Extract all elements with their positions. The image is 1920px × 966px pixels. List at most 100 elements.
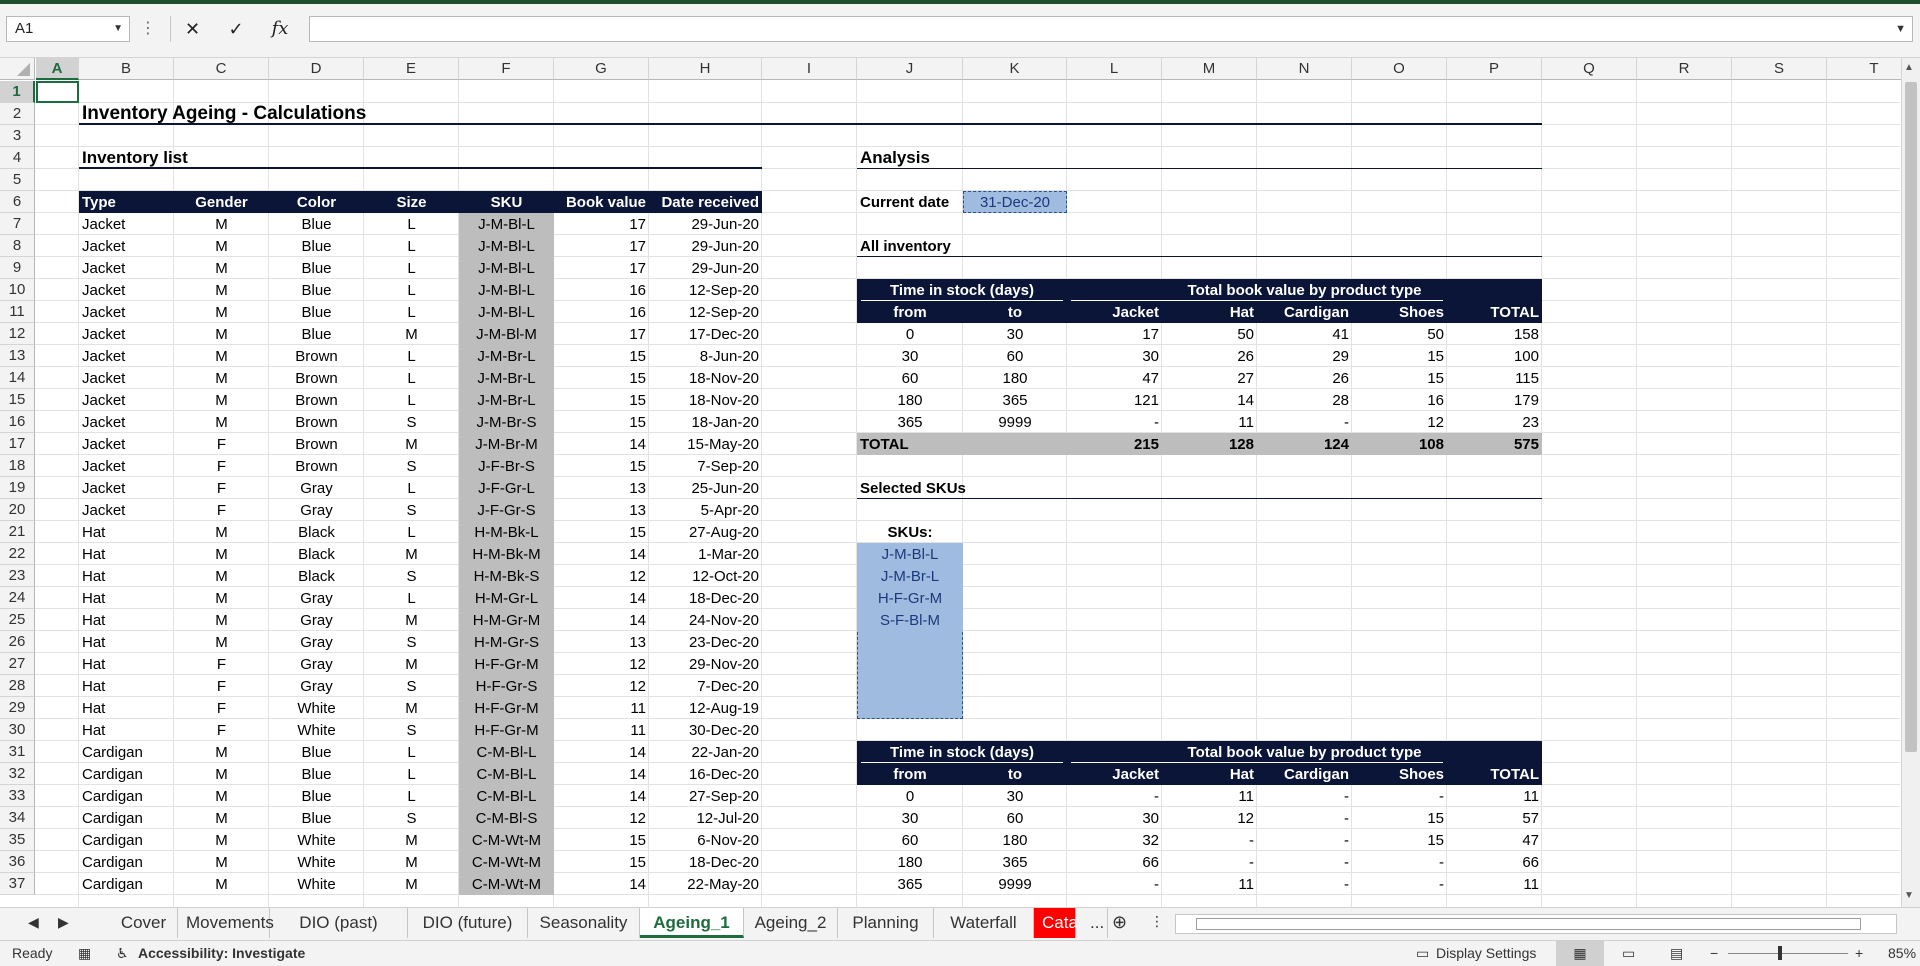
row-header-2[interactable]: 2	[0, 103, 35, 125]
inventory-cell[interactable]: H-M-Bk-S	[459, 565, 554, 587]
all-inventory-data-cell[interactable]: 23	[1522, 413, 1539, 431]
inventory-cell[interactable]: Hat	[82, 611, 106, 629]
inventory-cell[interactable]: L	[407, 743, 416, 761]
all-inventory-data-cell[interactable]: 17	[1142, 325, 1159, 343]
inventory-cell[interactable]: C-M-Wt-M	[459, 829, 554, 851]
inventory-cell[interactable]: Brown	[295, 347, 338, 365]
sheet-tab-waterfall[interactable]: Waterfall	[934, 908, 1034, 938]
inventory-cell[interactable]: J-F-Br-S	[459, 455, 554, 477]
all-inventory-data-cell[interactable]: 30	[1006, 325, 1024, 343]
column-header-E[interactable]: E	[364, 58, 459, 80]
inventory-cell[interactable]: C-M-Bl-L	[459, 741, 554, 763]
inventory-cell[interactable]: Hat	[82, 721, 106, 739]
inventory-cell[interactable]: 25-Jun-20	[691, 479, 759, 497]
inventory-cell[interactable]: M	[215, 281, 228, 299]
inventory-cell[interactable]: Jacket	[82, 479, 126, 497]
selected-skus-data-cell[interactable]: -	[1249, 853, 1254, 871]
inventory-cell[interactable]: J-M-Br-L	[459, 345, 554, 367]
row-header-10[interactable]: 10	[0, 279, 35, 301]
inventory-cell[interactable]: Blue	[301, 743, 332, 761]
row-header-4[interactable]: 4	[0, 147, 35, 169]
all-inventory-data-cell[interactable]: 158	[1513, 325, 1539, 343]
column-header-H[interactable]: H	[649, 58, 762, 80]
selected-skus-data-cell[interactable]: -	[1344, 787, 1349, 805]
inventory-cell[interactable]: 18-Nov-20	[688, 369, 759, 387]
all-inventory-data-cell[interactable]: -	[1344, 413, 1349, 431]
inventory-cell[interactable]: 29-Jun-20	[691, 259, 759, 277]
all-inventory-data-cell[interactable]: 9999	[998, 413, 1032, 431]
scroll-up-icon[interactable]: ▲	[1904, 62, 1914, 73]
selected-skus-data-cell[interactable]: 30	[1142, 809, 1159, 827]
inventory-cell[interactable]: M	[215, 633, 228, 651]
row-header-32[interactable]: 32	[0, 763, 35, 785]
column-header-M[interactable]: M	[1162, 58, 1257, 80]
inventory-cell[interactable]: H-F-Gr-M	[459, 719, 554, 741]
inventory-cell[interactable]: 12-Jul-20	[696, 809, 759, 827]
row-header-18[interactable]: 18	[0, 455, 35, 477]
inventory-cell[interactable]: H-F-Gr-S	[459, 675, 554, 697]
active-cell-cursor[interactable]	[36, 81, 79, 103]
inventory-cell[interactable]: F	[216, 699, 227, 717]
inventory-cell[interactable]: J-M-Br-M	[459, 433, 554, 455]
horizontal-scrollbar[interactable]	[1175, 914, 1897, 934]
inventory-cell[interactable]: Blue	[301, 237, 332, 255]
all-inventory-data-cell[interactable]: 29	[1332, 347, 1349, 365]
inventory-cell[interactable]: 14	[629, 743, 646, 761]
add-sheet-icon[interactable]: ⊕	[1112, 912, 1128, 932]
inventory-cell[interactable]: 16-Dec-20	[688, 765, 759, 783]
inventory-cell[interactable]: M	[215, 303, 228, 321]
scroll-down-icon[interactable]: ▼	[1904, 890, 1914, 901]
row-header-1[interactable]: 1	[0, 81, 35, 103]
all-inventory-data-cell[interactable]: 365	[897, 413, 923, 431]
inventory-cell[interactable]: 30-Dec-20	[688, 721, 759, 739]
selected-skus-data-cell[interactable]: 12	[1237, 809, 1254, 827]
inventory-cell[interactable]: C-M-Bl-L	[459, 763, 554, 785]
inventory-cell[interactable]: F	[216, 479, 227, 497]
selected-skus-data-cell[interactable]: 57	[1522, 809, 1539, 827]
row-header-33[interactable]: 33	[0, 785, 35, 807]
inventory-cell[interactable]: 14	[629, 545, 646, 563]
inventory-cell[interactable]: 17	[629, 259, 646, 277]
inventory-cell[interactable]: F	[216, 435, 227, 453]
column-header-S[interactable]: S	[1732, 58, 1827, 80]
row-header-28[interactable]: 28	[0, 675, 35, 697]
all-inventory-data-cell[interactable]: 47	[1142, 369, 1159, 387]
row-header-22[interactable]: 22	[0, 543, 35, 565]
inventory-cell[interactable]: H-M-Gr-M	[459, 609, 554, 631]
all-inventory-data-cell[interactable]: 26	[1237, 347, 1254, 365]
inventory-cell[interactable]: 1-Mar-20	[698, 545, 759, 563]
row-header-21[interactable]: 21	[0, 521, 35, 543]
inventory-cell[interactable]: Black	[298, 567, 335, 585]
inventory-cell[interactable]: J-M-Br-L	[459, 389, 554, 411]
column-header-O[interactable]: O	[1352, 58, 1447, 80]
column-header-Q[interactable]: Q	[1542, 58, 1637, 80]
inventory-cell[interactable]: C-M-Bl-S	[459, 807, 554, 829]
normal-view-icon[interactable]: ▦	[1556, 941, 1604, 966]
inventory-cell[interactable]: 14	[629, 787, 646, 805]
column-header-K[interactable]: K	[963, 58, 1067, 80]
row-header-15[interactable]: 15	[0, 389, 35, 411]
more-options-icon[interactable]: ⋮	[140, 20, 156, 37]
column-header-P[interactable]: P	[1447, 58, 1542, 80]
all-inventory-total-cell[interactable]: 215	[1067, 433, 1162, 455]
selected-skus-data-cell[interactable]: -	[1344, 831, 1349, 849]
inventory-cell[interactable]: L	[407, 303, 416, 321]
inventory-cell[interactable]: Hat	[82, 589, 106, 607]
inventory-cell[interactable]: M	[405, 699, 418, 717]
inventory-cell[interactable]: 14	[629, 765, 646, 783]
inventory-cell[interactable]: Jacket	[82, 369, 126, 387]
inventory-cell[interactable]: M	[405, 545, 418, 563]
inventory-cell[interactable]: H-F-Gr-M	[459, 697, 554, 719]
all-inventory-data-cell[interactable]: 365	[1002, 391, 1028, 409]
inventory-cell[interactable]: 15	[629, 853, 646, 871]
inventory-cell[interactable]: M	[215, 567, 228, 585]
selected-skus-data-cell[interactable]: 66	[1522, 853, 1539, 871]
all-inventory-data-cell[interactable]: 60	[1006, 347, 1024, 365]
inventory-cell[interactable]: M	[215, 743, 228, 761]
inventory-cell[interactable]: 14	[629, 875, 646, 893]
column-header-I[interactable]: I	[762, 58, 857, 80]
inventory-cell[interactable]: 18-Dec-20	[688, 853, 759, 871]
inventory-cell[interactable]: S	[406, 721, 417, 739]
inventory-cell[interactable]: M	[215, 413, 228, 431]
macro-recording-icon[interactable]: ▦	[78, 945, 92, 961]
